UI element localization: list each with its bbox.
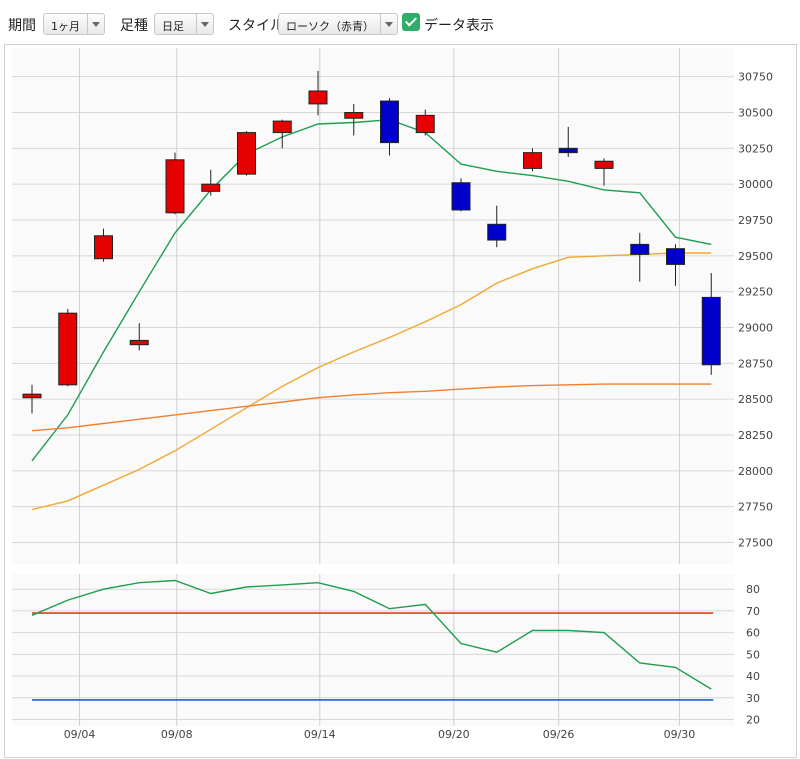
candle-body xyxy=(630,243,650,255)
period-select-value: 1ヶ月 xyxy=(51,20,80,33)
y-tick-label: 28250 xyxy=(738,429,773,442)
y-tick-label: 29250 xyxy=(738,286,773,299)
y-tick-label: 30750 xyxy=(738,71,773,84)
data-display-label[interactable]: データ表示 xyxy=(424,18,494,34)
period-select[interactable]: 1ヶ月 xyxy=(43,13,105,35)
y-tick-label: 30000 xyxy=(738,178,773,191)
y-tick-label: 29500 xyxy=(738,250,773,263)
ashi-select[interactable]: 日足 xyxy=(154,13,214,35)
chevron-down-icon xyxy=(380,14,397,34)
candle-body xyxy=(487,223,507,241)
x-tick-label: 09/20 xyxy=(438,728,470,741)
candle-body xyxy=(22,393,42,399)
x-tick-label: 09/26 xyxy=(543,728,575,741)
y-tick-label: 28000 xyxy=(738,465,773,478)
chevron-down-icon xyxy=(87,14,104,34)
candle-body xyxy=(701,296,721,366)
candle-body xyxy=(165,159,185,214)
candle-body xyxy=(558,147,578,154)
candle-body xyxy=(380,100,399,144)
y-tick-label: 28500 xyxy=(738,393,773,406)
sub-y-tick-label: 30 xyxy=(746,692,760,705)
sub-y-tick-label: 20 xyxy=(746,713,760,726)
y-tick-label: 30250 xyxy=(738,142,773,155)
candle-body xyxy=(344,112,364,119)
moving-average-line-2 xyxy=(31,252,712,511)
sub-y-tick-label: 40 xyxy=(746,670,760,683)
ashi-label: 足種 xyxy=(120,18,148,34)
style-select[interactable]: ローソク（赤青） xyxy=(278,13,398,35)
oscillator-line-1 xyxy=(31,579,712,690)
x-tick-label: 09/30 xyxy=(664,728,696,741)
x-tick-label: 09/04 xyxy=(64,728,96,741)
candle-body xyxy=(58,312,78,386)
x-tick-label: 09/08 xyxy=(161,728,193,741)
style-select-value: ローソク（赤青） xyxy=(286,20,374,33)
x-tick-label: 09/14 xyxy=(304,728,336,741)
candle-body xyxy=(594,160,614,169)
y-tick-label: 27750 xyxy=(738,501,773,514)
candle-body xyxy=(94,235,113,260)
candle-body xyxy=(523,152,542,169)
y-tick-label: 29000 xyxy=(738,322,773,335)
candle-body xyxy=(201,183,221,192)
chevron-down-icon xyxy=(196,14,213,34)
candle-body xyxy=(666,248,685,265)
candle-body xyxy=(415,114,435,134)
sub-plot-area xyxy=(12,574,734,726)
main-plot-area xyxy=(12,48,734,564)
data-display-checkbox[interactable] xyxy=(402,13,420,31)
moving-average-line-3 xyxy=(31,383,712,432)
sub-y-tick-label: 70 xyxy=(746,605,760,618)
sub-y-tick-label: 50 xyxy=(746,648,760,661)
sub-y-tick-label: 60 xyxy=(746,627,760,640)
candle-body xyxy=(272,120,292,134)
period-label: 期間 xyxy=(8,18,36,34)
sub-y-tick-label: 80 xyxy=(746,583,760,596)
y-tick-label: 30500 xyxy=(738,107,773,120)
candle-body xyxy=(308,90,328,105)
y-tick-label: 27500 xyxy=(738,537,773,550)
y-tick-label: 28750 xyxy=(738,357,773,370)
candle-body xyxy=(451,182,471,211)
style-label: スタイル xyxy=(228,18,284,34)
toolbar: 期間 1ヶ月 足種 日足 スタイル ローソク（赤青） データ表示 xyxy=(0,0,800,48)
ashi-select-value: 日足 xyxy=(162,20,184,33)
y-tick-label: 29750 xyxy=(738,214,773,227)
candle-body xyxy=(129,339,149,346)
candle-body xyxy=(237,132,256,175)
moving-average-line-1 xyxy=(31,118,712,462)
